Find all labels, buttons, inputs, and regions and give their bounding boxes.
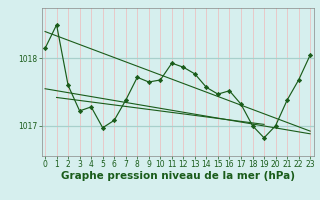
X-axis label: Graphe pression niveau de la mer (hPa): Graphe pression niveau de la mer (hPa) [60,171,295,181]
